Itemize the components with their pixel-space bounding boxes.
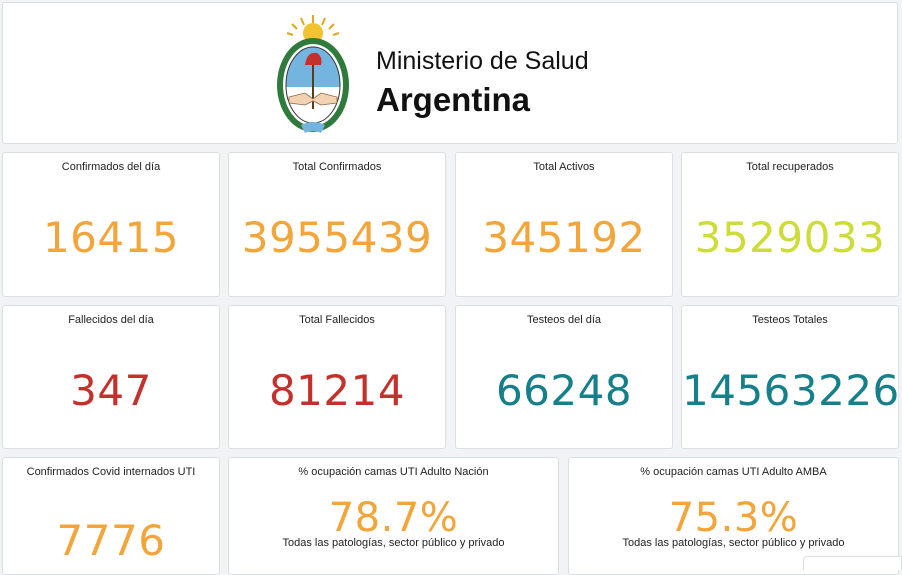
- card-ocupacion-uti-amba: % ocupación camas UTI Adulto AMBA 75.3% …: [568, 457, 899, 575]
- card-label: % ocupación camas UTI Adulto AMBA: [640, 466, 827, 478]
- card-label: Confirmados del día: [61, 161, 161, 173]
- card-fallecidos-del-dia: Fallecidos del día 347: [2, 305, 220, 449]
- card-total-activos: Total Activos 345192: [455, 152, 673, 297]
- card-subtitle: Todas las patologías, sector público y p…: [622, 537, 845, 549]
- card-label: Confirmados Covid internados UTI: [26, 466, 196, 478]
- card-testeos-del-dia: Testeos del día 66248: [455, 305, 673, 449]
- card-value: 14563226: [682, 366, 900, 415]
- card-ocupacion-uti-nacion: % ocupación camas UTI Adulto Nación 78.7…: [228, 457, 559, 575]
- card-label: Total Fallecidos: [299, 314, 375, 326]
- card-value: 16415: [42, 213, 180, 262]
- argentina-coat-of-arms-icon: [277, 15, 349, 133]
- card-value: 81214: [268, 366, 406, 415]
- card-label: Fallecidos del día: [68, 314, 154, 326]
- card-value: 66248: [495, 366, 633, 415]
- org-name-line1: Ministerio de Salud: [376, 47, 589, 75]
- card-label: % ocupación camas UTI Adulto Nación: [298, 466, 489, 478]
- card-label: Testeos del día: [527, 314, 601, 326]
- card-label: Testeos Totales: [752, 314, 828, 326]
- card-label: Total recuperados: [746, 161, 834, 173]
- card-subtitle: Todas las patologías, sector público y p…: [282, 537, 505, 549]
- card-total-fallecidos: Total Fallecidos 81214: [228, 305, 446, 449]
- card-value: 3955439: [241, 213, 433, 262]
- header-banner: Ministerio de Salud Argentina: [2, 2, 898, 144]
- card-value: 78.7%: [328, 495, 459, 541]
- card-total-confirmados: Total Confirmados 3955439: [228, 152, 446, 297]
- org-name-line2: Argentina: [376, 81, 531, 118]
- card-value: 75.3%: [668, 495, 799, 541]
- card-value: 347: [70, 366, 152, 415]
- card-value: 7776: [56, 516, 166, 565]
- card-value: 345192: [482, 213, 646, 262]
- card-label: Total Confirmados: [292, 161, 382, 173]
- card-internados-uti: Confirmados Covid internados UTI 7776: [2, 457, 220, 575]
- card-confirmados-del-dia: Confirmados del día 16415: [2, 152, 220, 297]
- card-value: 3529033: [694, 213, 886, 262]
- card-label: Total Activos: [533, 161, 595, 173]
- card-testeos-totales: Testeos Totales 14563226: [681, 305, 899, 449]
- card-total-recuperados: Total recuperados 3529033: [681, 152, 899, 297]
- corner-panel-edge: [803, 556, 902, 570]
